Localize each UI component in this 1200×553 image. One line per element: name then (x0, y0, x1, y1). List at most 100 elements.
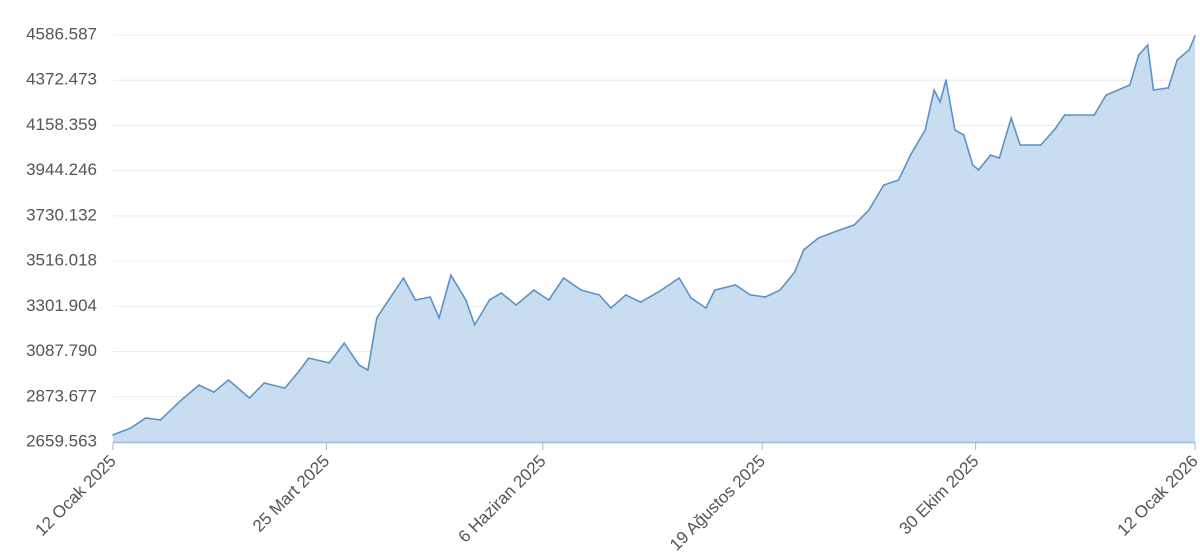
data-point (998, 157, 1001, 159)
data-point (945, 79, 947, 81)
data-point (358, 364, 360, 366)
x-axis: 12 Ocak 2025 25 Mart 2025 6 Haziran 2025 19… (32, 442, 1200, 553)
data-point (180, 399, 182, 401)
data-point (625, 294, 627, 296)
data-point (112, 434, 114, 436)
data-point (909, 154, 912, 156)
data-point (438, 317, 440, 319)
data-point (562, 277, 565, 279)
y-tick-label: 2659.563 (26, 431, 97, 450)
data-point (473, 324, 476, 326)
y-tick-label: 4158.359 (26, 115, 97, 134)
data-point (376, 317, 378, 319)
data-point (212, 391, 215, 393)
data-point (802, 249, 805, 251)
x-tick-label: 19 Ağustos 2025 (666, 451, 769, 553)
data-point (1019, 144, 1021, 146)
x-tick-label: 12 Ocak 2025 (32, 451, 120, 539)
data-point (1093, 114, 1096, 116)
data-point (657, 291, 660, 293)
data-point (598, 294, 600, 296)
data-point (933, 89, 935, 91)
y-tick-label: 2873.677 (26, 386, 97, 405)
y-tick-label: 3516.018 (26, 251, 97, 270)
y-tick-label: 3944.246 (26, 160, 97, 179)
data-point (924, 129, 927, 131)
data-point (897, 179, 900, 181)
data-point (533, 289, 535, 291)
data-point (414, 299, 417, 301)
data-point (971, 164, 974, 166)
data-point (639, 301, 642, 303)
data-point (962, 134, 965, 136)
data-point (547, 299, 550, 301)
data-point (429, 296, 431, 298)
series-line (112, 35, 1196, 436)
data-point (307, 357, 310, 359)
data-point (515, 304, 517, 306)
data-point (705, 307, 707, 309)
data-point (838, 229, 841, 231)
y-tick-label: 4372.473 (26, 70, 97, 89)
data-point (1054, 127, 1057, 129)
data-point (159, 419, 162, 421)
data-point (1105, 94, 1107, 96)
y-tick-label: 3730.132 (26, 205, 97, 224)
data-point (198, 384, 200, 386)
data-point (1010, 117, 1013, 119)
data-point (144, 417, 147, 419)
data-point (248, 397, 251, 399)
y-axis: 2659.563 2873.677 3087.790 3301.904 3516.018… (26, 24, 97, 450)
data-point (284, 387, 286, 389)
data-point (734, 284, 737, 286)
series-points (112, 35, 1196, 436)
data-point (1176, 59, 1179, 61)
data-point (882, 184, 885, 186)
data-point (328, 362, 331, 364)
data-point (1167, 87, 1170, 89)
series-area (113, 36, 1195, 442)
x-tick-label: 30 Ekim 2025 (896, 451, 983, 538)
data-point (464, 299, 467, 301)
data-point (690, 297, 692, 299)
data-point (129, 427, 132, 429)
x-tick-label: 25 Mart 2025 (249, 451, 333, 535)
x-tick-label: 6 Haziran 2025 (455, 451, 550, 546)
data-point (779, 289, 781, 291)
grid-lines (113, 34, 1195, 398)
data-point (343, 342, 346, 344)
data-point (977, 169, 980, 171)
data-point (1146, 44, 1149, 46)
data-point (1128, 84, 1131, 86)
data-point (764, 296, 766, 298)
data-point (488, 299, 491, 301)
data-point (794, 271, 796, 273)
data-point (1137, 54, 1140, 56)
data-point (500, 292, 503, 294)
data-point (580, 289, 583, 291)
data-point (868, 209, 870, 211)
data-point (387, 299, 390, 301)
data-point (450, 274, 452, 276)
data-point (749, 294, 752, 296)
data-point (1040, 144, 1042, 146)
data-point (610, 307, 612, 309)
data-point (1194, 35, 1196, 37)
data-point (402, 277, 405, 279)
data-point (298, 369, 301, 371)
y-tick-label: 4586.587 (26, 24, 97, 43)
data-point (853, 224, 855, 226)
data-point (989, 154, 992, 156)
data-point (817, 237, 820, 239)
data-point (263, 382, 265, 384)
data-point (367, 369, 369, 371)
data-point (1188, 49, 1190, 51)
y-tick-label: 3087.790 (26, 341, 97, 360)
data-point (227, 379, 230, 381)
data-point (954, 129, 956, 131)
data-point (1152, 89, 1155, 91)
y-tick-label: 3301.904 (26, 296, 97, 315)
data-point (1063, 114, 1066, 116)
data-point (939, 101, 941, 103)
